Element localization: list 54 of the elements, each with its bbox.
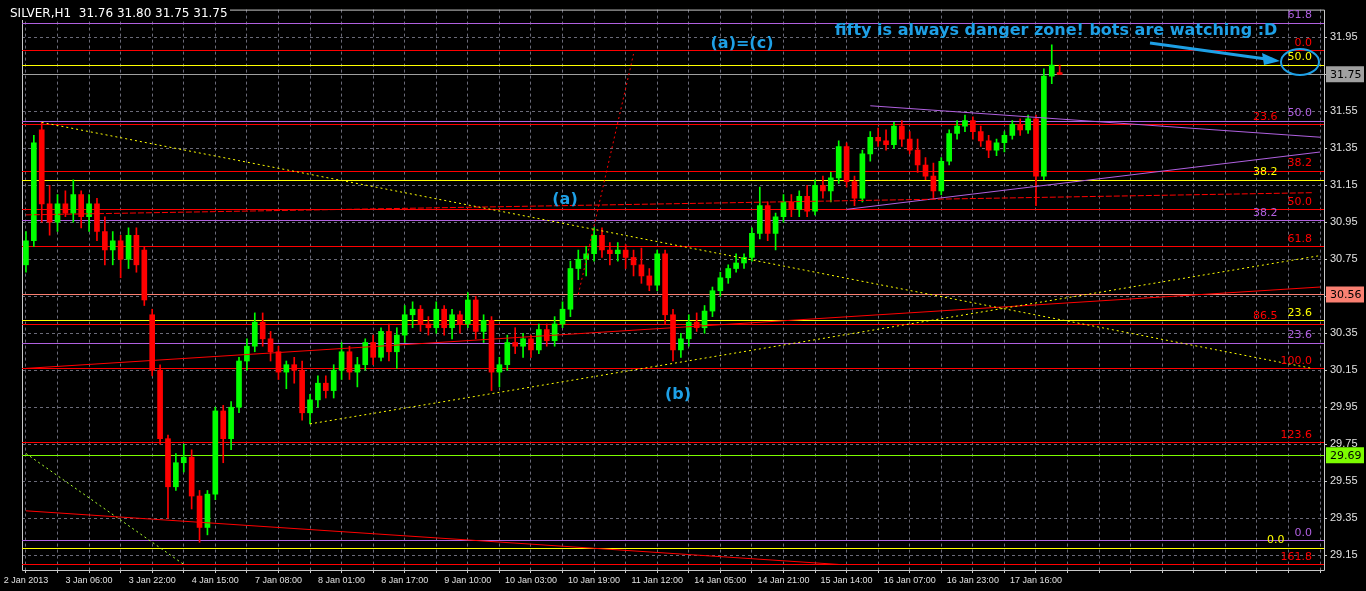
ref-line-label: 30.56 xyxy=(1330,288,1362,302)
annotation: 50.0 xyxy=(1287,194,1312,208)
x-tick-label: 3 Jan 06:00 xyxy=(65,574,113,585)
x-tick-label: 3 Jan 22:00 xyxy=(128,574,176,585)
annotation: 86.5 xyxy=(1253,309,1278,323)
x-tick-label: 9 Jan 10:00 xyxy=(444,574,492,585)
x-tick-label: 15 Jan 14:00 xyxy=(820,574,873,585)
annotation: 23.6 xyxy=(1287,305,1312,319)
x-tick-label: 8 Jan 17:00 xyxy=(381,574,429,585)
y-tick-label: 29.75 xyxy=(1330,437,1358,450)
chart-title: SILVER,H1 31.76 31.80 31.75 31.75 xyxy=(8,6,230,20)
annotation: 0.0 xyxy=(1294,35,1312,49)
y-tick-label: 30.15 xyxy=(1330,363,1358,376)
annotation: (a)=(c) xyxy=(710,32,774,52)
y-tick-label: 30.95 xyxy=(1330,215,1358,228)
x-tick-label: 2 Jan 2013 xyxy=(3,574,49,585)
x-tick-label: 14 Jan 05:00 xyxy=(694,574,747,585)
annotation: 61.8 xyxy=(1287,231,1312,245)
y-tick-label: 31.95 xyxy=(1330,30,1358,43)
y-tick-label: 31.55 xyxy=(1330,104,1358,117)
annotation: 123.6 xyxy=(1280,427,1312,441)
annotation: 50.0 xyxy=(1287,50,1312,64)
x-tick-label: 14 Jan 21:00 xyxy=(757,574,810,585)
ref-line-label: 29.69 xyxy=(1330,449,1362,463)
x-tick-label: 8 Jan 01:00 xyxy=(318,574,366,585)
annotation: 38.2 xyxy=(1287,155,1312,169)
y-tick-label: 30.35 xyxy=(1330,326,1358,339)
y-tick-label: 31.35 xyxy=(1330,141,1358,154)
annotation: (b) xyxy=(664,383,692,403)
y-tick-label: 29.15 xyxy=(1330,548,1358,561)
annotation: 161.8 xyxy=(1280,549,1312,563)
y-tick-label: 31.15 xyxy=(1330,178,1358,191)
y-tick-label: 29.55 xyxy=(1330,474,1358,487)
x-tick-label: 17 Jan 16:00 xyxy=(1009,574,1063,585)
annotation: fifty is always danger zone! bots are watching :D xyxy=(834,19,1278,39)
annotation: 50.0 xyxy=(1287,105,1312,119)
annotation: 23.6 xyxy=(1253,109,1278,123)
y-tick-label: 29.95 xyxy=(1330,400,1358,413)
annotation: (a) xyxy=(552,188,578,208)
y-tick-label: 30.75 xyxy=(1330,252,1358,265)
x-tick-label: 7 Jan 08:00 xyxy=(254,574,302,585)
x-tick-label: 10 Jan 19:00 xyxy=(568,574,621,585)
annotation: 100.0 xyxy=(1280,353,1312,367)
annotation: 38.2 xyxy=(1253,205,1278,219)
y-tick-label: 29.35 xyxy=(1330,511,1358,524)
x-tick-label: 16 Jan 07:00 xyxy=(883,574,936,585)
x-tick-label: 4 Jan 15:00 xyxy=(191,574,239,585)
x-tick-label: 16 Jan 23:00 xyxy=(946,574,999,585)
annotation: 0.0 xyxy=(1294,525,1312,539)
x-tick-label: 10 Jan 03:00 xyxy=(504,574,557,585)
ref-line-label: 31.75 xyxy=(1330,68,1362,82)
annotation: 61.8 xyxy=(1287,7,1312,21)
annotation: 23.6 xyxy=(1287,327,1312,341)
x-tick-label: 11 Jan 12:00 xyxy=(631,574,683,585)
